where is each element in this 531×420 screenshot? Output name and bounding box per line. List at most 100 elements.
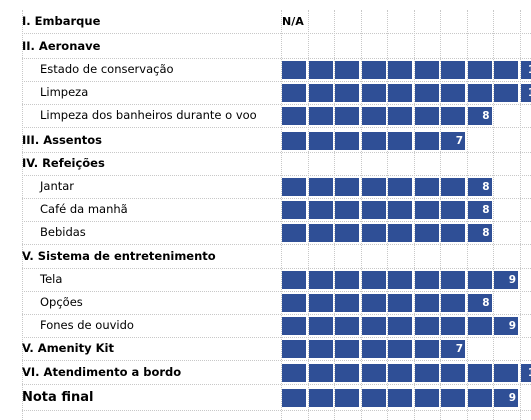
row-label: Limpeza bbox=[40, 85, 89, 99]
bar-cell bbox=[441, 271, 465, 289]
bar-cell bbox=[414, 294, 439, 312]
bar-cell bbox=[441, 61, 465, 79]
bar-cell bbox=[335, 224, 359, 242]
bar-cell bbox=[282, 224, 306, 242]
bar-cell bbox=[467, 224, 492, 242]
grid-line-horizontal bbox=[22, 58, 531, 59]
bar-cell bbox=[414, 201, 439, 219]
bar-cell bbox=[441, 294, 465, 312]
bar-cell bbox=[467, 61, 492, 79]
bar-cell bbox=[361, 178, 386, 196]
bar-cell bbox=[308, 389, 333, 407]
bar-cell bbox=[414, 389, 439, 407]
bar-cell bbox=[388, 84, 412, 102]
bar-cell bbox=[441, 132, 465, 150]
bar-cell bbox=[441, 178, 465, 196]
data-label: 8 bbox=[482, 297, 490, 309]
bar-cell bbox=[388, 340, 412, 358]
bar-cell bbox=[388, 317, 412, 335]
bar-cell bbox=[361, 389, 386, 407]
bar-cell bbox=[494, 389, 518, 407]
bar-cell bbox=[441, 340, 465, 358]
bar-cell bbox=[467, 317, 492, 335]
grid-line-vertical bbox=[307, 10, 309, 420]
grid-line-horizontal bbox=[22, 291, 531, 292]
bar-cell bbox=[388, 178, 412, 196]
bar-cell bbox=[361, 61, 386, 79]
grid-line-horizontal bbox=[22, 152, 531, 153]
bar-cell bbox=[335, 340, 359, 358]
bar-cell bbox=[282, 84, 306, 102]
bar-cell bbox=[388, 61, 412, 79]
bar-cell bbox=[441, 389, 465, 407]
bar-cell bbox=[494, 364, 518, 382]
bar-cell bbox=[414, 178, 439, 196]
row-label: V. Sistema de entretenimento bbox=[22, 249, 216, 263]
bar-cell bbox=[414, 107, 439, 125]
bar-cell bbox=[282, 271, 306, 289]
bar-cell bbox=[388, 294, 412, 312]
grid-line-horizontal bbox=[22, 175, 531, 176]
bar-cell bbox=[361, 271, 386, 289]
bar-cell bbox=[467, 271, 492, 289]
grid-line-vertical bbox=[360, 10, 362, 420]
bar-cell bbox=[361, 340, 386, 358]
data-label: 9 bbox=[508, 392, 516, 404]
bar-cell bbox=[361, 107, 386, 125]
grid-line-horizontal bbox=[22, 384, 531, 385]
grid-line-horizontal bbox=[22, 337, 531, 338]
bar-cell bbox=[282, 178, 306, 196]
row-label: Nota final bbox=[22, 390, 94, 405]
bar-cell bbox=[308, 61, 333, 79]
row-label: V. Amenity Kit bbox=[22, 341, 114, 355]
row-label: Opções bbox=[40, 295, 83, 309]
bar-cell bbox=[414, 317, 439, 335]
data-label: 10 bbox=[521, 364, 531, 382]
row-label: I. Embarque bbox=[22, 14, 101, 28]
bar-cell bbox=[441, 107, 465, 125]
bar-cell bbox=[282, 132, 306, 150]
bar-cell bbox=[441, 317, 465, 335]
bar-cell bbox=[361, 224, 386, 242]
bar-cell bbox=[414, 364, 439, 382]
bar-cell bbox=[494, 84, 518, 102]
bar-cell bbox=[308, 340, 333, 358]
bar-cell bbox=[467, 178, 492, 196]
bar-cell bbox=[335, 201, 359, 219]
bar-cell bbox=[520, 61, 531, 79]
grid-line-horizontal bbox=[22, 268, 531, 269]
grid-line-horizontal bbox=[22, 244, 531, 245]
bar-cell bbox=[308, 84, 333, 102]
bar-cell bbox=[335, 107, 359, 125]
grid-line-vertical bbox=[22, 10, 23, 420]
bar-cell bbox=[494, 61, 518, 79]
bar-cell bbox=[388, 364, 412, 382]
bar-cell bbox=[308, 317, 333, 335]
bar-cell bbox=[388, 132, 412, 150]
grid-line-vertical bbox=[440, 10, 441, 420]
bar-cell bbox=[467, 389, 492, 407]
data-label: 8 bbox=[482, 110, 490, 122]
grid-line-horizontal bbox=[22, 410, 531, 411]
bar-cell bbox=[494, 271, 518, 289]
bar-cell bbox=[361, 317, 386, 335]
bar-cell bbox=[441, 224, 465, 242]
grid-line-vertical bbox=[466, 10, 468, 420]
grid-line-vertical bbox=[334, 10, 335, 420]
bar-cell bbox=[414, 271, 439, 289]
row-label: Estado de conservação bbox=[40, 62, 174, 76]
bar-cell bbox=[282, 201, 306, 219]
bar-cell bbox=[467, 364, 492, 382]
grid-line-horizontal bbox=[22, 33, 531, 34]
grid-line-horizontal bbox=[22, 104, 531, 105]
bar-cell bbox=[441, 364, 465, 382]
bar-cell bbox=[282, 389, 306, 407]
bar-cell bbox=[388, 107, 412, 125]
value-text: N/A bbox=[282, 15, 304, 28]
bar-cell bbox=[335, 84, 359, 102]
bar-cell bbox=[308, 364, 333, 382]
bar-cell bbox=[361, 364, 386, 382]
bar-cell bbox=[335, 132, 359, 150]
bar-cell bbox=[441, 84, 465, 102]
